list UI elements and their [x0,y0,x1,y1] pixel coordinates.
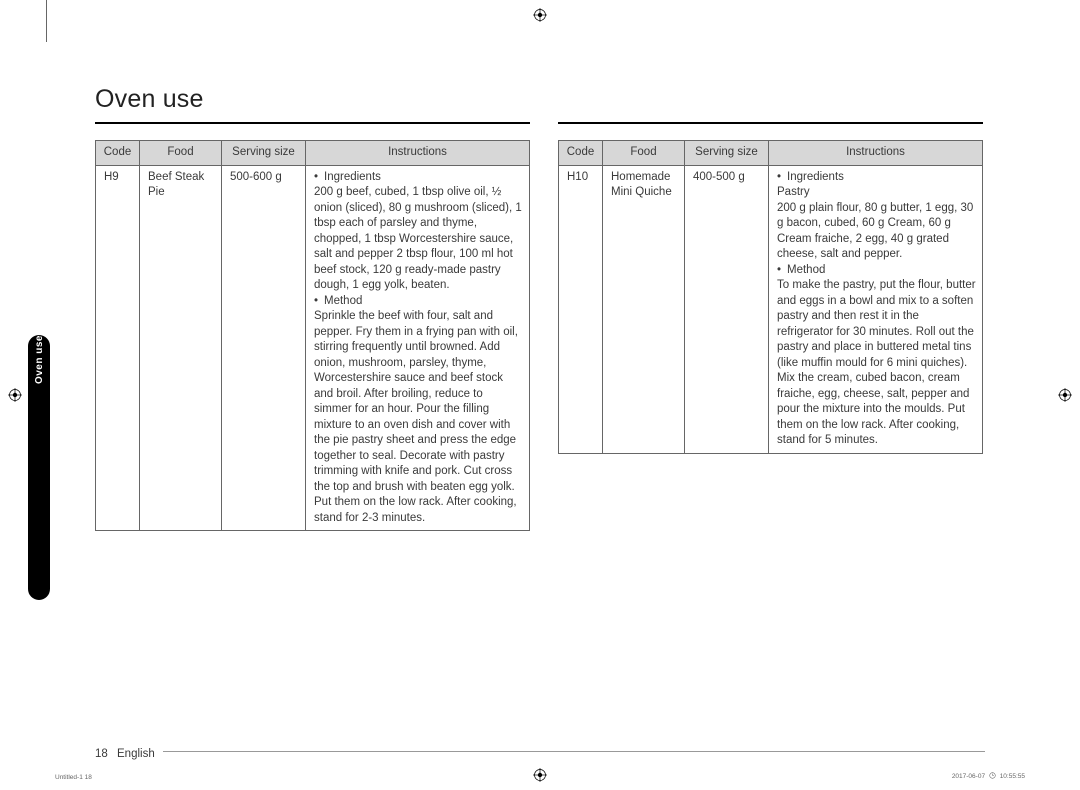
crop-mark [46,0,47,42]
header-code: Code [559,141,603,166]
ingredients-label: Ingredients [777,170,976,186]
registration-mark-right [1058,388,1072,402]
cell-instructions: Ingredients Pastry 200 g plain flour, 80… [769,165,983,453]
header-food: Food [603,141,685,166]
header-instructions: Instructions [306,141,530,166]
table-row: H9 Beef Steak Pie 500-600 g Ingredients … [96,165,530,531]
cell-serving: 400-500 g [685,165,769,453]
page-footer: 18 English [95,748,163,760]
cell-food: Homemade Mini Quiche [603,165,685,453]
table-header-row: Code Food Serving size Instructions [96,141,530,166]
ingredients-label: Ingredients [314,170,523,186]
header-serving: Serving size [222,141,306,166]
method-label: Method [314,294,523,310]
cell-instructions: Ingredients 200 g beef, cubed, 1 tbsp ol… [306,165,530,531]
cell-food: Beef Steak Pie [140,165,222,531]
method-text: Sprinkle the beef with four, salt and pe… [314,309,523,526]
title-rule-left [95,122,530,124]
header-serving: Serving size [685,141,769,166]
registration-mark-left [8,388,22,402]
method-label: Method [777,263,976,279]
page-number: 18 [95,748,108,760]
table-header-row: Code Food Serving size Instructions [559,141,983,166]
tables-container: Code Food Serving size Instructions H9 B… [95,140,985,531]
cell-code: H10 [559,165,603,453]
page-title: Oven use [95,85,204,114]
ingredients-text: 200 g plain flour, 80 g butter, 1 egg, 3… [777,201,976,263]
imprint-time: 10:55:55 [1000,773,1025,780]
table-row: H10 Homemade Mini Quiche 400-500 g Ingre… [559,165,983,453]
page-language: English [117,748,155,760]
imprint-right: 2017-06-07 10:55:55 [952,772,1025,781]
registration-mark-top [533,8,547,22]
title-rule-right [558,122,983,124]
side-tab-label: Oven use [34,335,45,489]
ingredients-text: 200 g beef, cubed, 1 tbsp olive oil, ½ o… [314,185,523,294]
side-tab: Oven use [28,335,50,600]
header-food: Food [140,141,222,166]
ingredients-lead: Pastry [777,185,976,201]
recipe-table-left: Code Food Serving size Instructions H9 B… [95,140,530,531]
clock-icon [989,772,996,781]
imprint-left: Untitled-1 18 [55,774,92,781]
header-code: Code [96,141,140,166]
imprint-date: 2017-06-07 [952,773,985,780]
method-text: To make the pastry, put the flour, butte… [777,278,976,449]
registration-mark-bottom [533,768,547,782]
cell-code: H9 [96,165,140,531]
cell-serving: 500-600 g [222,165,306,531]
recipe-table-right: Code Food Serving size Instructions H10 … [558,140,983,454]
header-instructions: Instructions [769,141,983,166]
footer-rule [95,751,985,752]
